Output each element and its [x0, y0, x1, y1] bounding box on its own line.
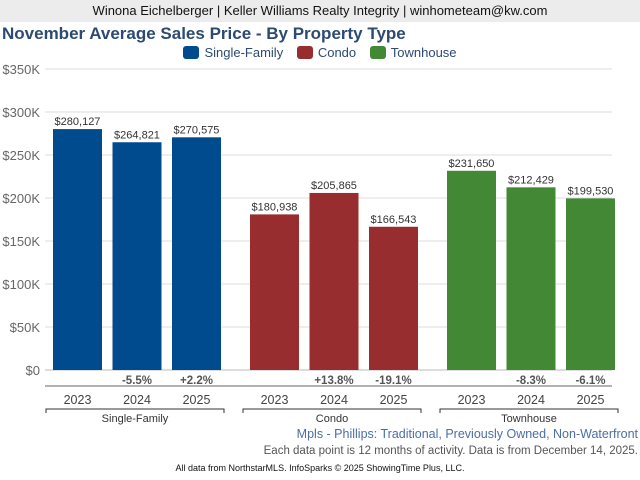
legend: Single-Family Condo Townhouse: [0, 45, 640, 62]
x-tick-label: 2025: [380, 393, 408, 407]
y-tick-label: $50K: [10, 320, 41, 335]
chart-subtitle: Mpls - Phillips: Traditional, Previously…: [296, 427, 638, 441]
copyright: All data from NorthstarMLS. InfoSparks ©…: [175, 463, 465, 473]
x-tick-label: 2024: [123, 393, 151, 407]
legend-item-townhouse[interactable]: Townhouse: [369, 45, 457, 60]
data-label: $264,821: [114, 129, 160, 141]
y-tick-label: $350K: [2, 62, 40, 77]
group-label: Single-Family: [102, 413, 169, 425]
group-bracket: [439, 408, 619, 413]
legend-swatch-single-family: [183, 46, 200, 59]
group-bracket: [242, 408, 422, 413]
x-tick-label: 2024: [320, 393, 348, 407]
bar-townhouse-2025: [566, 198, 615, 370]
change-label: +13.8%: [314, 375, 353, 387]
data-label: $231,650: [449, 158, 495, 170]
y-tick-label: $150K: [2, 234, 40, 249]
legend-swatch-condo: [296, 46, 313, 59]
bar-single-family-2024: [112, 142, 162, 370]
legend-item-single-family[interactable]: Single-Family: [183, 45, 283, 60]
group-label: Condo: [316, 413, 348, 425]
change-label: -8.3%: [516, 375, 546, 387]
y-tick-label: $0: [26, 363, 40, 378]
bar-condo-2025: [369, 226, 418, 370]
bar-single-family-2025: [172, 137, 221, 370]
y-tick-label: $250K: [2, 148, 40, 163]
data-label: $280,127: [55, 116, 101, 128]
bar-townhouse-2023: [447, 170, 496, 370]
y-tick-label: $100K: [2, 277, 40, 292]
x-tick-label: 2023: [64, 393, 92, 407]
change-label: -6.1%: [575, 375, 605, 387]
y-tick-label: $300K: [2, 105, 40, 120]
group-bracket: [45, 408, 225, 413]
data-note: Each data point is 12 months of activity…: [263, 445, 638, 457]
data-label: $166,543: [371, 214, 417, 226]
x-tick-label: 2023: [261, 393, 289, 407]
bar-condo-2023: [250, 214, 299, 370]
change-label: -5.5%: [122, 375, 152, 387]
bar-townhouse-2024: [506, 187, 556, 370]
x-tick-label: 2024: [517, 393, 545, 407]
data-label: $205,865: [311, 180, 357, 192]
bar-single-family-2023: [53, 129, 102, 370]
bar-condo-2024: [309, 192, 359, 370]
x-tick-label: 2023: [458, 393, 486, 407]
data-label: $199,530: [568, 185, 614, 197]
x-tick-label: 2025: [577, 393, 605, 407]
header-banner: Winona Eichelberger | Keller Williams Re…: [0, 0, 640, 22]
y-tick-label: $200K: [2, 191, 40, 206]
change-label: -19.1%: [375, 375, 411, 387]
x-tick-label: 2025: [183, 393, 211, 407]
data-label: $212,429: [508, 174, 554, 186]
group-label: Townhouse: [501, 413, 557, 425]
legend-item-condo[interactable]: Condo: [296, 45, 357, 60]
data-label: $270,575: [174, 124, 220, 136]
chart-title: November Average Sales Price - By Proper…: [2, 24, 406, 43]
legend-label: Condo: [317, 45, 357, 60]
change-label: +2.2%: [180, 375, 213, 387]
legend-label: Single-Family: [204, 45, 284, 60]
legend-swatch-townhouse: [369, 46, 386, 59]
data-label: $180,938: [252, 201, 298, 213]
legend-label: Townhouse: [390, 45, 457, 60]
